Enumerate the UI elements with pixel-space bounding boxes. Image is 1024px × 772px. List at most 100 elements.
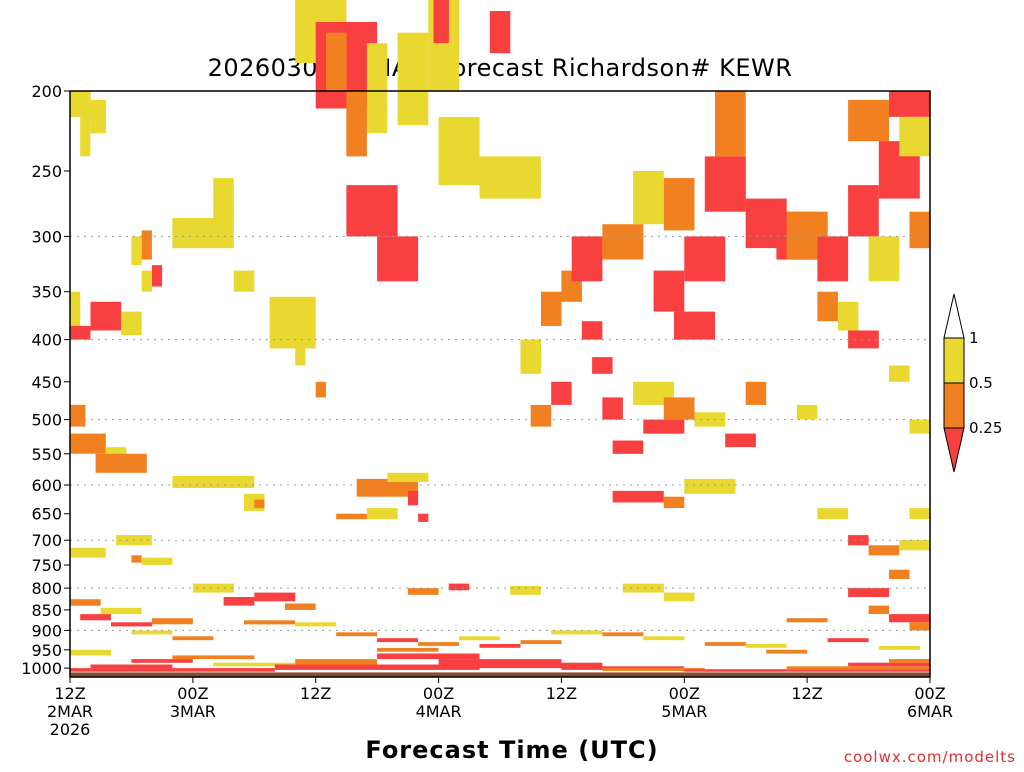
heatmap-cells: [70, 0, 930, 672]
heatmap-cell-orange: [377, 647, 439, 652]
heatmap-cell-red: [90, 664, 173, 669]
heatmap-cell-yellow: [213, 662, 296, 667]
heatmap-cell-yellow: [837, 301, 859, 331]
heatmap-cell-orange: [70, 599, 101, 606]
heatmap-cell-yellow: [172, 218, 234, 249]
heatmap-cell-orange: [889, 569, 910, 579]
heatmap-cell-red: [70, 668, 275, 672]
heatmap-cell-red: [80, 614, 111, 621]
heatmap-cell-red: [377, 236, 419, 282]
heatmap-cell-orange: [848, 99, 890, 142]
heatmap-cell-red: [274, 664, 480, 670]
heatmap-cell-yellow: [70, 91, 91, 117]
heatmap-cell-orange: [715, 91, 746, 157]
heatmap-cell-yellow: [878, 646, 920, 650]
heatmap-cell-orange: [868, 605, 890, 614]
x-tick-label-5-2: 5MAR: [661, 702, 707, 721]
heatmap-cell-red: [111, 622, 152, 627]
heatmap-cell-red: [433, 0, 449, 44]
heatmap-cell-red: [643, 419, 685, 434]
heatmap-cell-yellow: [479, 156, 541, 199]
heatmap-cell-orange: [663, 496, 685, 509]
heatmap-cell-yellow: [141, 557, 173, 565]
heatmap-cell-red: [254, 592, 296, 602]
heatmap-cell-red: [131, 659, 193, 663]
y-tick-label-300: 300: [31, 227, 62, 246]
heatmap-cell-red: [848, 185, 879, 237]
y-tick-label-750: 750: [31, 556, 62, 575]
heatmap-cell-orange: [766, 649, 808, 654]
heatmap-cell-red: [674, 311, 715, 340]
legend-swatch-orange: [943, 382, 965, 429]
x-tick-label-3-2: 4MAR: [416, 702, 462, 721]
heatmap-cell-red: [889, 614, 930, 623]
x-tick-label-1-1: 00Z: [177, 684, 208, 703]
y-tick-label-650: 650: [31, 505, 62, 524]
heatmap-cell-red: [346, 185, 398, 237]
credit-text: coolwx.com/modelts: [844, 748, 1016, 766]
heatmap-cell-orange: [663, 178, 695, 231]
heatmap-cell-yellow: [80, 116, 91, 157]
heatmap-cell-orange: [786, 618, 828, 623]
heatmap-cell-red: [592, 357, 613, 374]
heatmap-cell-red: [489, 11, 511, 54]
heatmap-cell-yellow: [459, 636, 500, 641]
heatmap-cell-orange: [70, 404, 86, 427]
heatmap-cell-orange: [602, 224, 644, 260]
heatmap-cell-orange: [817, 291, 838, 322]
x-tick-label-0-3: 2026: [50, 720, 91, 739]
heatmap-cell-yellow: [269, 296, 316, 349]
y-tick-label-900: 900: [31, 621, 62, 640]
x-tick-label-7-2: 6MAR: [907, 702, 953, 721]
heatmap-cell-orange: [141, 230, 152, 260]
heatmap-cell-red: [377, 638, 419, 643]
heatmap-cell-red: [90, 301, 122, 331]
heatmap-cell-orange: [151, 618, 193, 625]
ground-layer: [70, 672, 930, 677]
legend-swatch-bottom: [943, 427, 965, 473]
heatmap-cell-yellow: [899, 540, 930, 551]
heatmap-cell-red: [448, 583, 470, 591]
x-tick-label-1-2: 3MAR: [170, 702, 216, 721]
heatmap-cell-red: [438, 659, 562, 665]
heatmap-cell-orange: [295, 659, 378, 665]
heatmap-cell-orange: [704, 642, 746, 646]
heatmap-cell-yellow: [551, 630, 603, 635]
heatmap-cell-yellow: [899, 116, 930, 157]
heatmap-cell-orange: [745, 381, 767, 405]
heatmap-cell-red: [418, 513, 429, 522]
ground-band: [70, 672, 930, 677]
heatmap-cell-red: [827, 638, 869, 643]
y-tick-label-500: 500: [31, 411, 62, 430]
heatmap-cell-yellow: [684, 478, 736, 494]
heatmap-cell-orange: [172, 636, 214, 641]
y-tick-label-600: 600: [31, 476, 62, 495]
heatmap-cell-yellow: [141, 270, 152, 292]
heatmap-cell-yellow: [510, 585, 541, 595]
heatmap-cell-yellow: [213, 178, 234, 218]
heatmap-cell-orange: [889, 659, 930, 663]
heatmap-cell-orange: [254, 499, 265, 509]
heatmap-cell-yellow: [70, 547, 106, 558]
heatmap-cell-orange: [315, 381, 326, 398]
heatmap-cell-yellow: [295, 339, 306, 366]
heatmap-cell-orange: [326, 32, 347, 91]
heatmap-cell-yellow: [889, 365, 910, 382]
heatmap-cell-orange: [786, 666, 930, 670]
y-tick-label-550: 550: [31, 445, 62, 464]
heatmap-cell-red: [70, 325, 91, 340]
heatmap-cell-red: [848, 330, 879, 349]
heatmap-cell-red: [817, 236, 849, 282]
heatmap-cell-yellow: [909, 419, 930, 434]
x-tick-label-3-1: 00Z: [423, 684, 454, 703]
heatmap-cell-yellow: [387, 472, 429, 482]
heatmap-cell-red: [684, 236, 726, 282]
heatmap-cell-orange: [70, 433, 106, 454]
heatmap-cell-orange: [356, 478, 419, 497]
heatmap-cell-red: [848, 588, 890, 597]
legend-label-0: 1: [969, 329, 979, 347]
heatmap-cell-orange: [407, 588, 439, 595]
heatmap-cell-red: [612, 490, 664, 503]
heatmap-cell-orange: [909, 211, 930, 249]
